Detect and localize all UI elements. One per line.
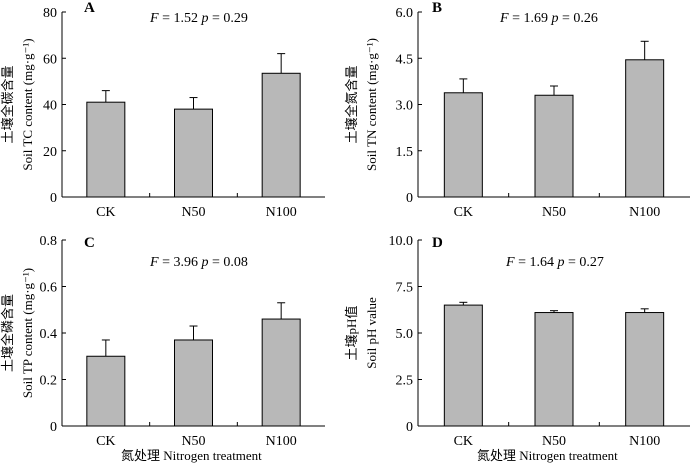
panel-letter: D (432, 235, 443, 251)
y-tick-label: 0 (406, 420, 413, 435)
category-label: CK (454, 434, 473, 449)
category-label: N50 (181, 205, 205, 220)
y-tick-label: 3.0 (396, 99, 414, 114)
bar-n50 (174, 339, 213, 427)
y-tick-label: 10.0 (389, 234, 414, 249)
category-label: CK (96, 205, 115, 220)
y-axis-label-cn: 土壤全磷含量 (0, 294, 15, 372)
y-axis-label-en: Soil TP content (mg·g⁻¹) (20, 268, 35, 398)
y-tick-label: 0.8 (40, 234, 58, 249)
y-tick-label: 20 (43, 145, 57, 160)
bar-n50 (534, 312, 574, 427)
x-axis-title-right: 氮处理 Nitrogen treatment (477, 448, 618, 463)
stats-annotation: F = 1.64 p = 0.27 (505, 255, 604, 270)
panel-b: 0 1.5 3.0 4.5 6.0 CK N50 N100 B F = 1.69 p = 0.26… (344, 0, 690, 220)
y-axis-label-cn: 土壤全碳含量 (0, 65, 15, 143)
y-tick-label: 80 (43, 6, 57, 21)
y-tick-label: 1.5 (396, 145, 414, 160)
y-tick-label: 4.5 (396, 52, 414, 67)
bar-ck (443, 92, 483, 198)
bar-ck (86, 355, 126, 427)
y-axis-label-cn: 土壤pH值 (344, 306, 359, 361)
bar-n50 (534, 94, 574, 198)
y-tick-label: 5.0 (396, 327, 414, 342)
panel-a: 0 20 40 60 80 CK N50 N100 A F = 1.52 p = 0.29 土壤全碳… (0, 0, 325, 220)
category-label: N50 (181, 434, 205, 449)
panel-letter: A (84, 0, 95, 16)
panel-d: 0 2.5 5.0 7.5 10.0 CK N50 N100 D F = 1.64 p = 0.2… (344, 234, 690, 449)
bar-ck (86, 101, 126, 198)
y-tick-label: 6.0 (396, 6, 414, 21)
y-tick-label: 0.2 (40, 374, 58, 389)
stats-annotation: F = 3.96 p = 0.08 (149, 255, 248, 270)
bar-n100 (261, 318, 301, 427)
category-label: CK (96, 434, 115, 449)
category-label: N100 (629, 434, 660, 449)
bar-ck (443, 304, 483, 427)
panel-letter: C (84, 235, 95, 251)
y-tick-label: 40 (43, 99, 57, 114)
y-tick-label: 60 (43, 52, 57, 67)
y-tick-label: 7.5 (396, 281, 414, 296)
bar-n50 (174, 108, 213, 198)
y-tick-label: 0 (50, 191, 57, 206)
y-tick-label: 0 (406, 191, 413, 206)
bar-n100 (261, 72, 301, 198)
category-label: CK (454, 205, 473, 220)
panel-c: 0 0.2 0.4 0.6 0.8 CK N50 N100 C F = 3.96 p = 0.08… (0, 234, 325, 449)
category-label: N50 (542, 205, 566, 220)
category-label: N100 (629, 205, 660, 220)
y-axis-label-cn: 土壤全氮含量 (344, 65, 359, 143)
x-axis-title-left: 氮处理 Nitrogen treatment (121, 448, 262, 463)
y-tick-label: 0 (50, 420, 57, 435)
category-label: N50 (542, 434, 566, 449)
stats-annotation: F = 1.52 p = 0.29 (149, 11, 248, 26)
y-tick-label: 2.5 (396, 374, 414, 389)
y-tick-label: 0.4 (40, 327, 58, 342)
category-label: N100 (266, 434, 297, 449)
bar-n100 (625, 312, 665, 427)
stats-annotation: F = 1.69 p = 0.26 (499, 11, 598, 26)
panel-letter: B (432, 0, 442, 16)
y-axis-label-en: Soil pH value (364, 297, 379, 369)
y-axis-label-en: Soil TN content (mg·g⁻¹) (364, 38, 379, 171)
y-tick-label: 0.6 (40, 281, 58, 296)
y-axis-label-en: Soil TC content (mg·g⁻¹) (20, 38, 35, 170)
bar-n100 (625, 59, 665, 198)
category-label: N100 (266, 205, 297, 220)
